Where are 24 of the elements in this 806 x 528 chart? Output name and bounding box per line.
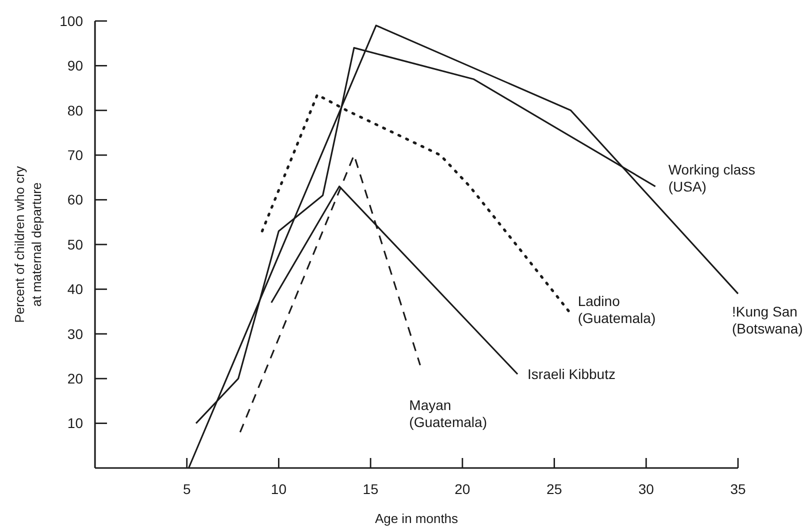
y-tick-label: 50: [67, 236, 84, 252]
x-tick-label: 35: [730, 481, 746, 497]
x-tick-label: 20: [454, 481, 470, 497]
y-axis-title: Percent of children who cry at maternal departure: [12, 166, 44, 323]
series-label: Working class (USA): [668, 161, 756, 194]
x-tick-label: 25: [546, 481, 562, 497]
y-tick-label: 100: [60, 12, 84, 29]
y-tick-label: 90: [67, 58, 84, 74]
y-tick-label: 40: [67, 281, 84, 298]
x-tick-label: 5: [182, 481, 191, 497]
y-tick-label: 80: [67, 102, 84, 118]
x-tick-label: 10: [270, 481, 287, 497]
y-tick-label: 20: [67, 370, 84, 386]
series-label: Israeli Kibbutz: [528, 366, 616, 382]
x-tick-label: 30: [638, 481, 654, 497]
y-tick-label: 70: [67, 147, 84, 163]
x-tick-label: 15: [362, 481, 379, 497]
y-tick-label: 10: [67, 415, 84, 432]
series-label: !Kung San (Botswana): [732, 304, 803, 337]
series-label: Ladino (Guatemala): [578, 292, 656, 326]
x-axis-title: Age in months: [374, 511, 459, 526]
y-tick-label: 30: [67, 326, 84, 342]
y-tick-label: 60: [67, 192, 84, 208]
text: Mayan (Guatemala): [409, 397, 487, 430]
